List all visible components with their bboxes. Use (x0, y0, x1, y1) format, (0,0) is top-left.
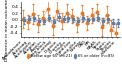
Legend: Below age 65 (n=21), 65 or older (n=85): Below age 65 (n=21), 65 or older (n=85) (25, 53, 116, 60)
Y-axis label: Difference in mean outcome (95% CI): Difference in mean outcome (95% CI) (5, 0, 9, 61)
